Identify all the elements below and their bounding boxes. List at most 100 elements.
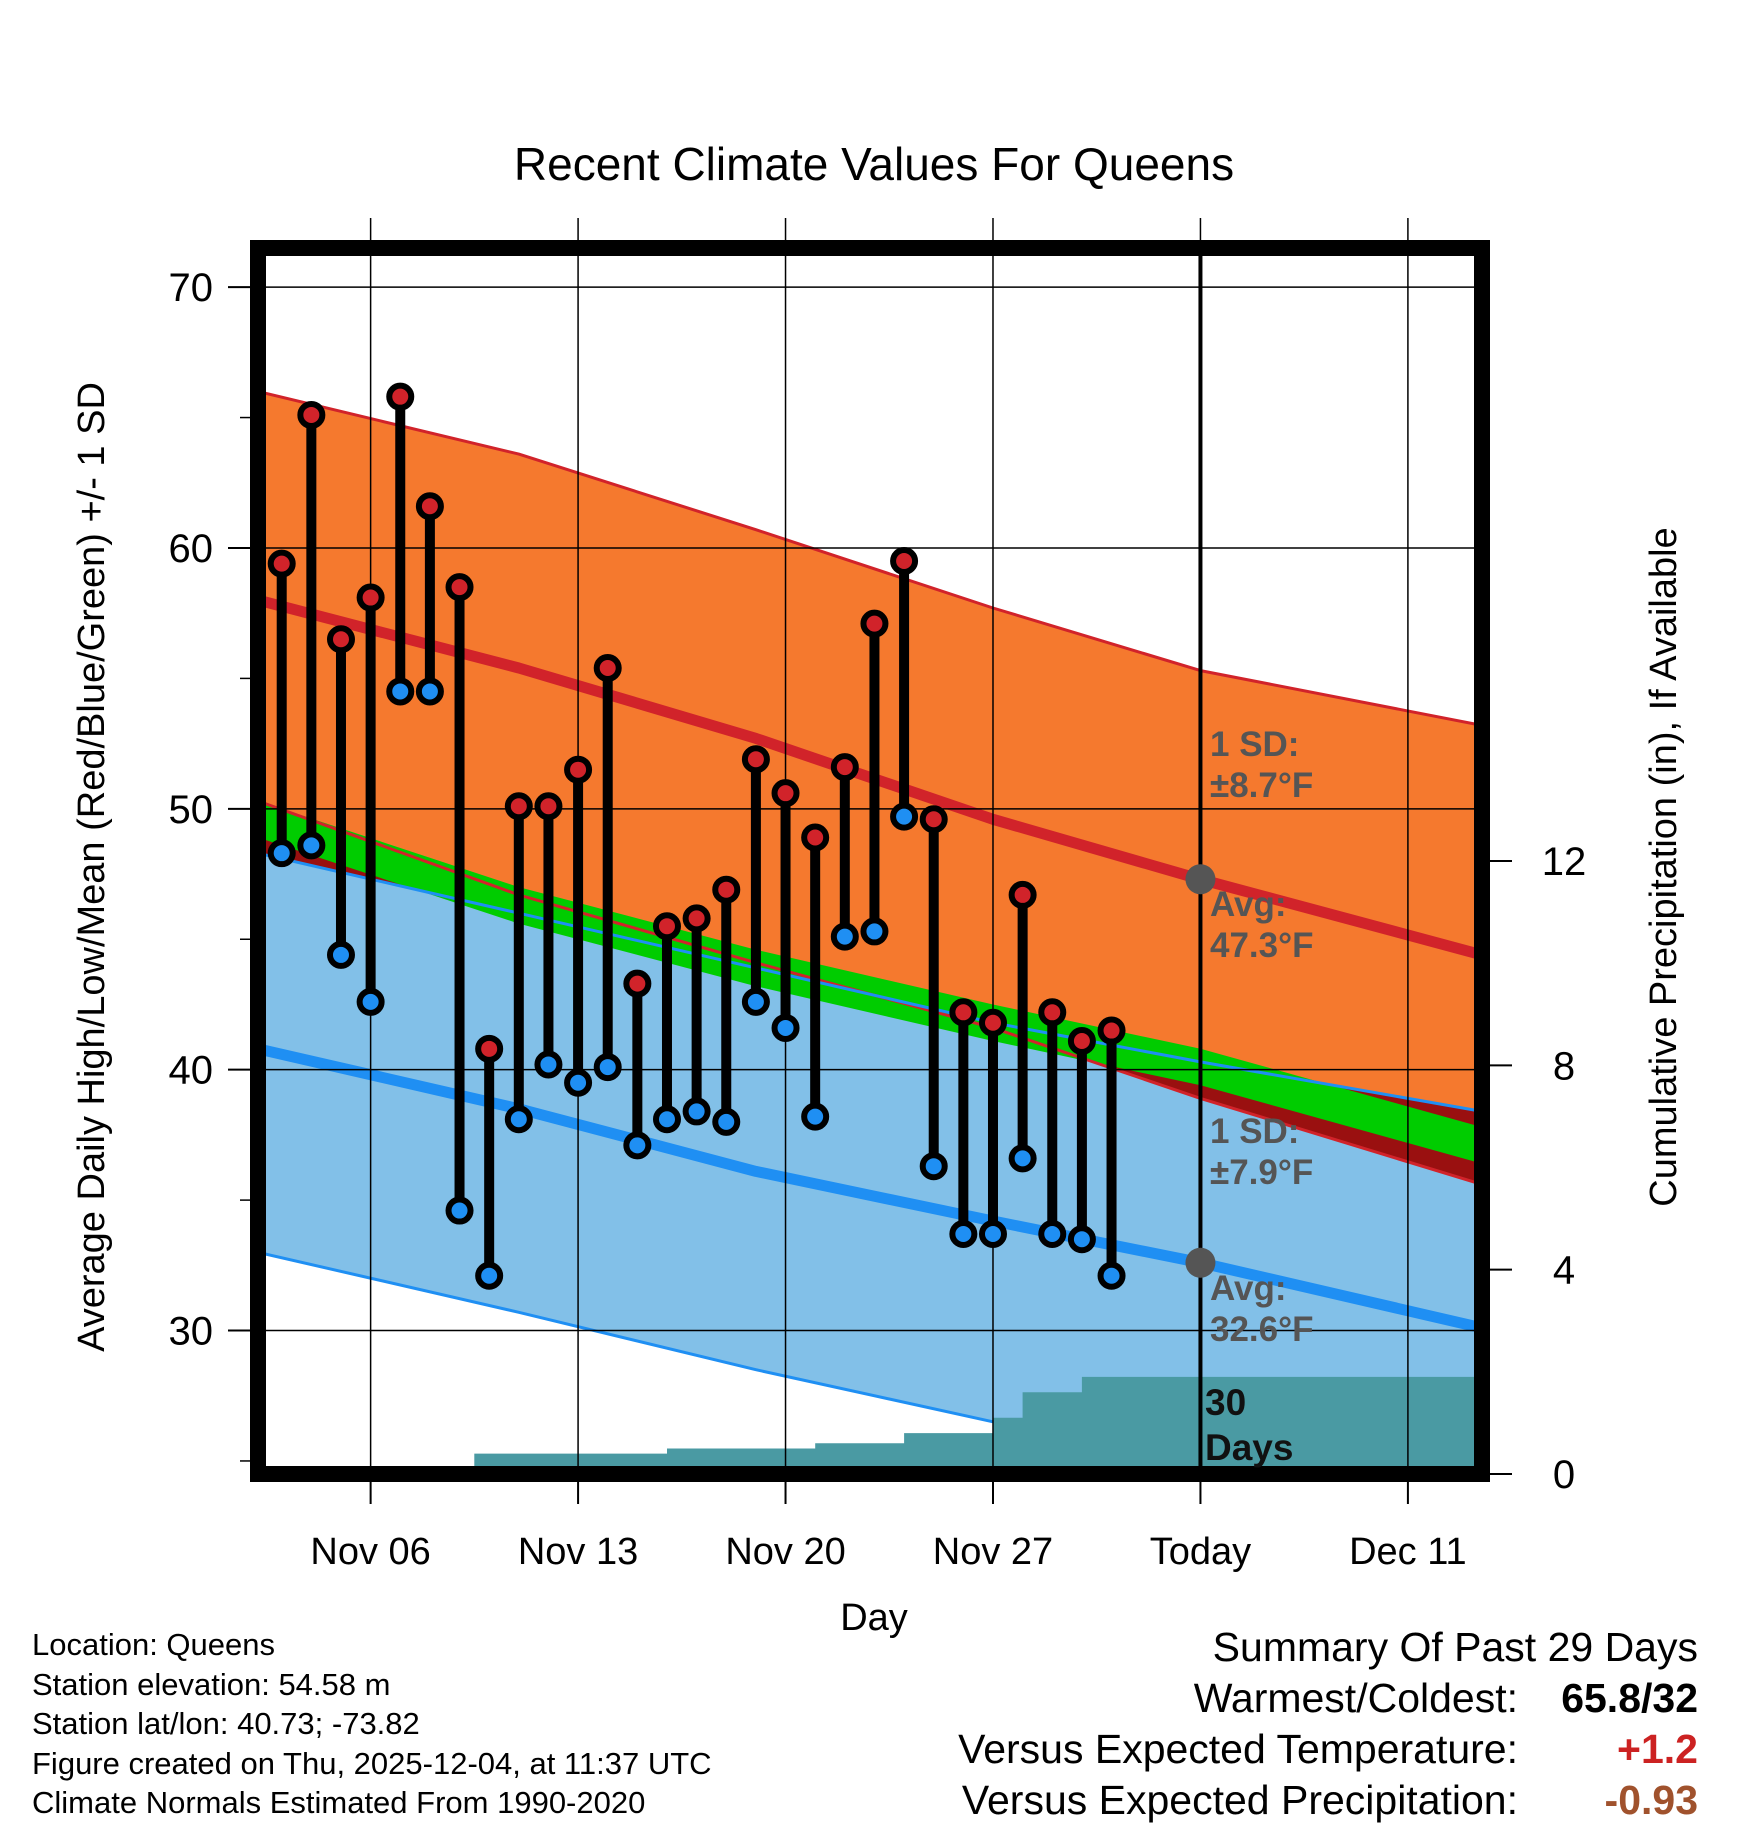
daily-low-marker	[1067, 1225, 1096, 1254]
daily-high-marker	[771, 779, 800, 808]
daily-high-marker	[267, 549, 296, 578]
low-sd-band	[258, 853, 1482, 1472]
low-avg-value: 32.6°F	[1210, 1310, 1314, 1349]
daily-high-marker	[830, 753, 859, 782]
daily-low-marker	[267, 839, 296, 868]
y2-tick-label: 8	[1553, 1044, 1575, 1088]
daily-high-marker	[682, 904, 711, 933]
precip-anomaly-value: -0.93	[1604, 1777, 1698, 1823]
daily-high-marker	[564, 755, 593, 784]
y-tick-label: 30	[169, 1310, 214, 1354]
mean-band	[258, 801, 1482, 1164]
low-mean-line	[258, 1043, 1482, 1334]
daily-high-marker	[504, 792, 533, 821]
summary-title: Summary Of Past 29 Days	[1212, 1624, 1698, 1670]
y2-axis-label: Cumulative Precipitation (in), If Availa…	[1643, 527, 1685, 1206]
daily-low-marker	[326, 940, 355, 969]
daily-low-marker	[830, 922, 859, 951]
station-info: Location: Queens Station elevation: 54.5…	[32, 1625, 712, 1823]
daily-high-marker	[978, 1008, 1007, 1037]
temp-anomaly-label: Versus Expected Temperature:	[958, 1726, 1518, 1772]
daily-low-marker	[801, 1102, 830, 1131]
precip-area	[429, 1320, 1482, 1474]
precip-anomaly-label: Versus Expected Precipitation:	[961, 1777, 1518, 1823]
daily-high-marker	[445, 573, 474, 602]
daily-high-marker	[593, 653, 622, 682]
daily-low-marker	[415, 677, 444, 706]
daily-high-marker	[919, 805, 948, 834]
plot-frame	[250, 240, 1490, 1482]
high-plus-sd-line	[258, 390, 1482, 727]
temp-anomaly-value: +1.2	[1617, 1726, 1698, 1772]
daily-high-marker	[534, 792, 563, 821]
daily-high-marker	[652, 912, 681, 941]
daily-high-marker	[623, 969, 652, 998]
y2-tick-label: 4	[1553, 1249, 1575, 1293]
daily-high-marker	[801, 823, 830, 852]
x-tick-label: Nov 20	[725, 1531, 845, 1573]
daily-high-marker	[1008, 880, 1037, 909]
daily-low-marker	[919, 1152, 948, 1181]
today-high-avg-marker	[1185, 864, 1216, 895]
high-sd-value: ±8.7°F	[1210, 766, 1313, 805]
daily-high-marker	[356, 583, 385, 612]
y2-tick-label: 12	[1542, 840, 1587, 884]
window-unit: Days	[1205, 1427, 1293, 1468]
high-avg-label: Avg:	[1210, 885, 1286, 924]
today-low-avg-marker	[1185, 1247, 1216, 1278]
daily-high-marker	[1097, 1016, 1126, 1045]
y2-tick-label: 0	[1553, 1453, 1575, 1497]
chart-title: Recent Climate Values For Queens	[514, 138, 1234, 190]
daily-high-marker	[1038, 998, 1067, 1027]
daily-high-marker	[297, 400, 326, 429]
daily-high-marker	[1067, 1026, 1096, 1055]
daily-low-marker	[623, 1131, 652, 1160]
low-avg-label: Avg:	[1210, 1269, 1286, 1308]
x-tick-label: Dec 11	[1349, 1531, 1467, 1573]
daily-low-marker	[712, 1107, 741, 1136]
y-tick-label: 70	[169, 266, 214, 310]
low-sd-value: ±7.9°F	[1210, 1153, 1313, 1192]
daily-low-marker	[356, 987, 385, 1016]
daily-high-marker	[949, 998, 978, 1027]
daily-low-marker	[593, 1053, 622, 1082]
daily-low-marker	[534, 1050, 563, 1079]
daily-low-marker	[741, 987, 770, 1016]
daily-high-marker	[386, 382, 415, 411]
daily-high-marker	[415, 492, 444, 521]
high-avg-value: 47.3°F	[1210, 926, 1314, 965]
warmest-value: 65.8/32	[1561, 1675, 1698, 1721]
daily-low-marker	[682, 1097, 711, 1126]
daily-low-marker	[386, 677, 415, 706]
daily-low-marker	[504, 1105, 533, 1134]
low-sd-label: 1 SD:	[1210, 1112, 1299, 1151]
daily-high-marker	[741, 745, 770, 774]
normals-text: Climate Normals Estimated From 1990-2020	[32, 1785, 646, 1820]
x-axis-label: Day	[840, 1597, 908, 1639]
location-text: Location: Queens	[32, 1627, 276, 1662]
elevation-text: Station elevation: 54.58 m	[32, 1666, 391, 1702]
daily-low-marker	[652, 1105, 681, 1134]
summary-panel: Summary Of Past 29 Days Warmest/Coldest:…	[958, 1622, 1698, 1826]
warmest-label: Warmest/Coldest:	[1193, 1675, 1518, 1721]
daily-low-marker	[860, 917, 889, 946]
daily-low-marker	[890, 802, 919, 831]
window-number: 30	[1205, 1382, 1246, 1423]
high-sd-label: 1 SD:	[1210, 725, 1299, 764]
daily-low-marker	[1008, 1144, 1037, 1173]
daily-high-marker	[712, 875, 741, 904]
y-tick-label: 60	[169, 527, 214, 571]
y-tick-label: 50	[169, 788, 214, 832]
x-tick-label: Nov 13	[518, 1531, 638, 1573]
created-text: Figure created on Thu, 2025-12-04, at 11…	[32, 1745, 712, 1781]
daily-low-marker	[1038, 1220, 1067, 1249]
daily-low-marker	[475, 1261, 504, 1290]
daily-high-marker	[860, 609, 889, 638]
daily-high-marker	[475, 1034, 504, 1063]
x-tick-label: Today	[1150, 1531, 1251, 1573]
y-tick-label: 40	[169, 1049, 214, 1093]
daily-low-marker	[771, 1013, 800, 1042]
daily-low-marker	[564, 1068, 593, 1097]
daily-low-marker	[445, 1196, 474, 1225]
